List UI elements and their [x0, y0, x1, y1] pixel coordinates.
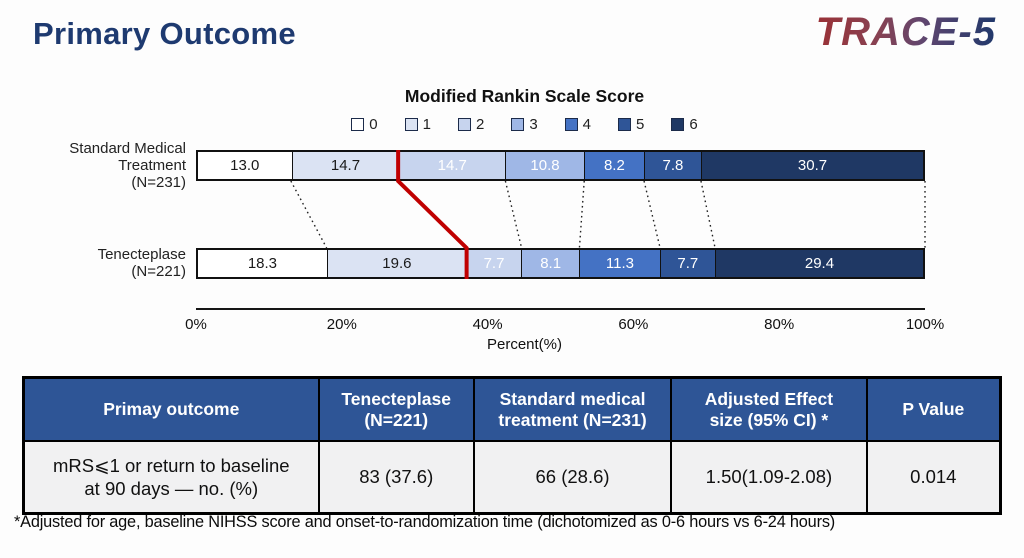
legend-item: 5 — [618, 116, 644, 133]
legend-label: 3 — [529, 116, 538, 133]
table-header-cell: Tenecteplase (N=221) — [317, 376, 475, 442]
dotted-connector-line — [290, 180, 328, 249]
bar-segment-mrs6: 29.4 — [715, 250, 923, 277]
outcome-table: Primay outcome Tenecteplase (N=221) Standa… — [22, 376, 1002, 515]
table-cell: 1.50(1.09-2.08) — [670, 440, 868, 515]
axis-tick: 60% — [618, 316, 649, 333]
legend-label: 2 — [475, 116, 485, 133]
table-header-cell: Standard medical treatment (N=231) — [472, 376, 673, 442]
legend-swatch — [511, 118, 525, 131]
legend-label: 1 — [422, 116, 431, 133]
axis-tick: 0% — [185, 316, 207, 333]
bar-label: Tenecteplase (N=221) — [0, 246, 186, 280]
bar-track: 13.0 14.7 14.7 10.8 8.2 7.8 30.7 — [196, 150, 925, 181]
legend-item: 4 — [564, 116, 592, 133]
bar-segment-mrs0: 18.3 — [198, 250, 328, 277]
legend-item: 0 — [351, 116, 378, 133]
footnote: *Adjusted for age, baseline NIHSS score … — [14, 512, 836, 531]
table-header-cell: P Value — [865, 376, 1002, 442]
bar-segment-mrs0: 13.0 — [198, 152, 293, 179]
legend-item: 2 — [457, 116, 485, 133]
legend-label: 5 — [636, 116, 645, 133]
bar-segment-mrs2: 14.7 — [399, 152, 507, 179]
bar-segment-mrs4: 11.3 — [580, 250, 661, 277]
bar-segment-mrs3: 8.1 — [522, 250, 581, 277]
legend-swatch — [618, 118, 632, 131]
table-cell: 83 (37.6) — [317, 440, 475, 515]
bar-segment-mrs5: 7.8 — [644, 152, 703, 179]
table-header-cell: Adjusted Effect size (95% CI) * — [670, 376, 868, 442]
axis-tick: 100% — [905, 316, 945, 333]
x-axis — [196, 308, 925, 310]
bar-segment-mrs1: 19.6 — [327, 250, 467, 277]
chart-title: Modified Rankin Scale Score — [404, 86, 645, 106]
dotted-connector-line — [504, 180, 523, 249]
bar-segment-mrs3: 10.8 — [506, 152, 585, 179]
legend-item: 6 — [671, 116, 698, 133]
legend-label: 4 — [582, 116, 592, 133]
legend-item: 3 — [511, 116, 538, 133]
legend-item: 1 — [404, 116, 431, 133]
bar-label-line: Treatment — [118, 156, 186, 174]
table-cell: mRS⩽1 or return to baseline at 90 days —… — [22, 440, 320, 515]
dotted-connector-line — [700, 180, 716, 249]
dotted-connector-line — [643, 180, 661, 249]
bar-segment-mrs6: 30.7 — [702, 152, 923, 179]
legend-label: 6 — [689, 116, 698, 133]
page-title: Primary Outcome — [33, 16, 296, 51]
bar-label-line: Tenecteplase — [97, 246, 186, 264]
bar-label-line: (N=221) — [131, 263, 186, 281]
bar-track: 18.3 19.6 7.7 8.1 11.3 7.7 29.4 — [196, 248, 925, 279]
axis-tick: 20% — [326, 316, 357, 333]
bar-label: Standard Medical Treatment (N=231) — [0, 140, 186, 191]
trace5-logo: TRACE-5 — [815, 10, 996, 54]
bar-label-line: (N=231) — [131, 173, 186, 191]
bar-segment-mrs5: 7.7 — [660, 250, 716, 277]
axis-tick: 40% — [472, 316, 503, 333]
bar-segment-mrs4: 8.2 — [584, 152, 645, 179]
dotted-connector-line — [578, 180, 585, 249]
bar-segment-mrs1: 14.7 — [292, 152, 400, 179]
legend-label: 0 — [369, 116, 378, 133]
legend-swatch — [671, 118, 685, 131]
legend-swatch — [564, 118, 578, 131]
table-cell: 0.014 — [865, 440, 1002, 515]
legend-swatch — [404, 118, 418, 131]
chart-legend: 0 1 2 3 4 5 6 — [160, 116, 889, 133]
bar-segment-mrs2: 7.7 — [466, 250, 523, 277]
legend-swatch — [351, 118, 365, 131]
table-cell: 66 (28.6) — [472, 440, 673, 515]
bar-label-line: Standard Medical — [69, 139, 186, 157]
x-axis-label: Percent(%) — [486, 336, 563, 353]
table-header-cell: Primay outcome — [22, 376, 320, 442]
legend-swatch — [457, 118, 471, 131]
axis-tick: 80% — [764, 316, 795, 333]
